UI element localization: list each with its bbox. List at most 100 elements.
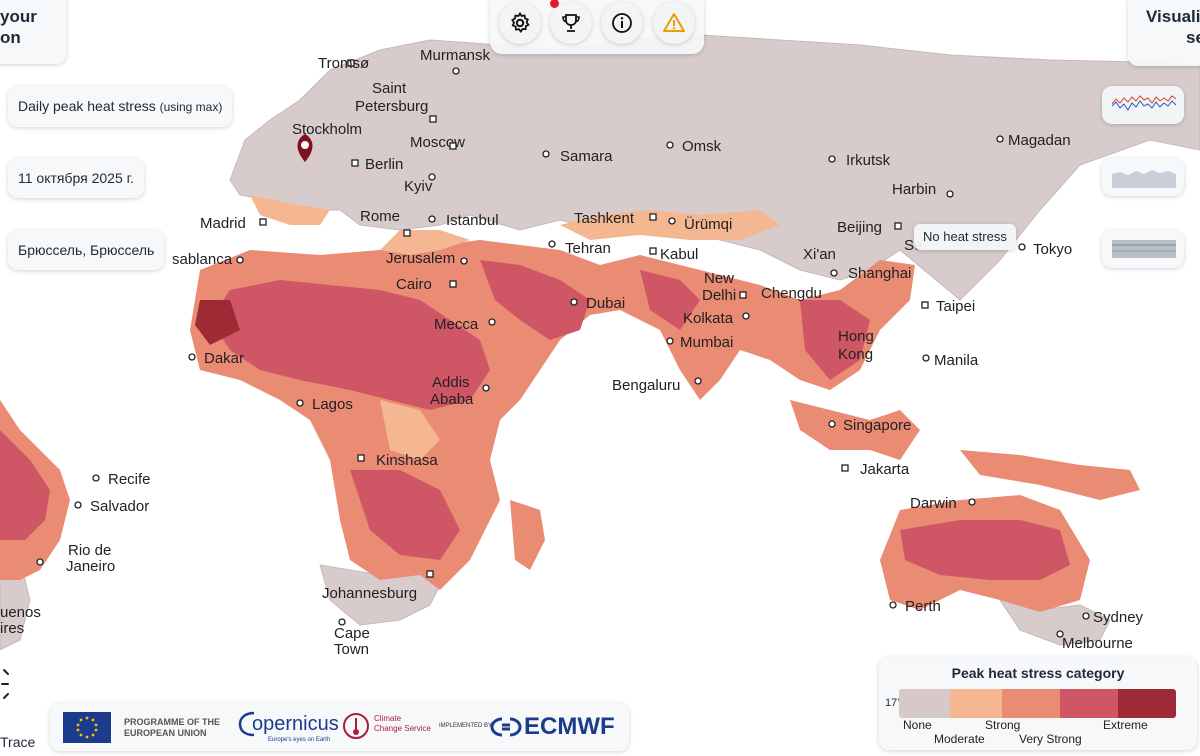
- svg-text:Kabul: Kabul: [660, 246, 698, 263]
- eu-union-text: EUROPEAN UNION: [124, 728, 207, 738]
- svg-text:Melbourne: Melbourne: [1062, 635, 1133, 652]
- legend-label-strong: Strong: [985, 718, 1021, 732]
- svg-text:Singapore: Singapore: [843, 417, 911, 434]
- svg-text:Manila: Manila: [934, 352, 979, 369]
- svg-text:Magadan: Magadan: [1008, 132, 1071, 149]
- date-label: 11 октября 2025 г.: [18, 170, 134, 186]
- svg-text:Tromsø: Tromsø: [318, 55, 369, 72]
- trophy-icon: [562, 14, 580, 32]
- svg-text:Delhi: Delhi: [702, 287, 736, 304]
- svg-text:Rio de: Rio de: [68, 542, 111, 559]
- svg-text:Bengaluru: Bengaluru: [612, 377, 680, 394]
- settings-button[interactable]: [499, 2, 541, 44]
- svg-text:Taipei: Taipei: [936, 298, 975, 315]
- heatmap-thumbnail[interactable]: [1102, 230, 1184, 268]
- legend-label-very-strong: Very Strong: [1019, 732, 1082, 746]
- svg-text:Recife: Recife: [108, 471, 151, 488]
- city-murmansk: Murmansk: [420, 47, 491, 75]
- legend-label-none: None: [903, 718, 932, 732]
- top-left-card-line1: your: [0, 7, 37, 26]
- distribution-thumbnail[interactable]: [1102, 158, 1184, 196]
- svg-text:Kyiv: Kyiv: [404, 178, 433, 195]
- trophy-button[interactable]: [550, 0, 592, 44]
- svg-text:New: New: [704, 270, 734, 287]
- city-tromso: Tromsø: [318, 55, 369, 72]
- ccs-logo: Climate Change Service: [342, 712, 431, 745]
- top-right-card[interactable]: Visuali se: [1128, 0, 1200, 66]
- warning-button[interactable]: [653, 2, 695, 44]
- trace-label: Trace: [0, 734, 36, 750]
- svg-text:Darwin: Darwin: [910, 495, 957, 512]
- legend-panel: Peak heat stress category 17°C None Mode…: [879, 657, 1197, 750]
- implemented-by-text: IMPLEMENTED BY: [439, 723, 493, 729]
- svg-text:Mumbai: Mumbai: [680, 334, 733, 351]
- layer-label: Daily peak heat stress: [18, 98, 156, 114]
- svg-text:Lagos: Lagos: [312, 396, 353, 413]
- svg-text:Ürümqi: Ürümqi: [684, 215, 732, 233]
- svg-text:Omsk: Omsk: [682, 138, 722, 155]
- copernicus-logo: opernicus Europe's eyes on Earth: [238, 709, 339, 744]
- svg-text:Samara: Samara: [560, 148, 613, 165]
- date-selector[interactable]: 11 октября 2025 г.: [8, 158, 144, 198]
- svg-text:Kong: Kong: [838, 346, 873, 363]
- layer-selector[interactable]: Daily peak heat stress (using max): [8, 86, 233, 127]
- info-button[interactable]: [601, 2, 643, 44]
- legend-swatch-moderate: [950, 689, 1002, 718]
- ccs-text-1: Climate: [374, 714, 402, 723]
- svg-text:Berlin: Berlin: [365, 156, 403, 173]
- svg-text:Stockholm: Stockholm: [292, 121, 362, 138]
- svg-text:Mecca: Mecca: [434, 316, 479, 333]
- location-selector[interactable]: Брюссель, Брюссель: [8, 230, 165, 270]
- svg-text:Istanbul: Istanbul: [446, 212, 499, 229]
- svg-text:Rome: Rome: [360, 208, 400, 225]
- legend-swatch-none: [899, 689, 951, 718]
- ccs-text-2: Change Service: [374, 724, 431, 733]
- svg-text:Tashkent: Tashkent: [574, 210, 635, 227]
- svg-text:uenos: uenos: [0, 604, 41, 621]
- timeseries-thumbnail[interactable]: [1102, 86, 1184, 124]
- top-right-card-line1: Visuali: [1146, 7, 1200, 26]
- loading-spinner-icon: [0, 664, 20, 704]
- top-right-card-line2: se: [1186, 28, 1200, 47]
- svg-text:Salvador: Salvador: [90, 498, 149, 515]
- top-left-card[interactable]: your on: [0, 0, 66, 64]
- legend-swatch-very-strong: [1059, 689, 1118, 718]
- copernicus-text: opernicus: [252, 713, 339, 735]
- svg-text:Saint: Saint: [372, 80, 407, 97]
- svg-text:Chengdu: Chengdu: [761, 285, 822, 302]
- line-chart-icon: [1111, 95, 1177, 111]
- svg-text:Harbin: Harbin: [892, 181, 936, 198]
- svg-text:Murmansk: Murmansk: [420, 47, 491, 64]
- svg-text:Moscow: Moscow: [410, 134, 465, 151]
- svg-text:Cape: Cape: [334, 625, 370, 642]
- svg-text:Cairo: Cairo: [396, 276, 432, 293]
- info-icon: [612, 13, 632, 33]
- svg-text:Town: Town: [334, 641, 369, 658]
- ecmwf-text: ECMWF: [524, 713, 615, 740]
- tooltip-text: No heat stress: [923, 229, 1007, 244]
- eu-flag-logo: [63, 712, 111, 743]
- svg-text:Sydney: Sydney: [1093, 609, 1144, 626]
- legend-bar: [899, 689, 1176, 718]
- notification-dot: [550, 0, 559, 8]
- svg-text:Kolkata: Kolkata: [683, 310, 734, 327]
- svg-text:Madrid: Madrid: [200, 215, 246, 232]
- location-pin-icon[interactable]: [297, 134, 313, 162]
- svg-text:Johannesburg: Johannesburg: [322, 585, 417, 602]
- location-label: Брюссель, Брюссель: [18, 242, 155, 258]
- map-tooltip: No heat stress: [914, 224, 1016, 250]
- gear-icon: [511, 11, 530, 33]
- footer-logos: PROGRAMME OF THE EUROPEAN UNION opernicu…: [50, 703, 629, 751]
- legend-label-moderate: Moderate: [934, 732, 985, 746]
- svg-text:Kinshasa: Kinshasa: [376, 452, 438, 469]
- legend-swatch-extreme: [1117, 689, 1176, 718]
- copernicus-tagline: Europe's eyes on Earth: [268, 737, 331, 743]
- svg-text:Jerusalem: Jerusalem: [386, 250, 455, 267]
- svg-text:Ababa: Ababa: [430, 391, 474, 408]
- layer-sublabel: (using max): [159, 100, 223, 114]
- heat-stress-layer: [0, 195, 1140, 612]
- svg-text:Jakarta: Jakarta: [860, 461, 910, 478]
- eu-programme-text: PROGRAMME OF THE: [124, 717, 220, 727]
- warning-icon: [663, 13, 685, 32]
- legend-label-extreme: Extreme: [1103, 718, 1148, 732]
